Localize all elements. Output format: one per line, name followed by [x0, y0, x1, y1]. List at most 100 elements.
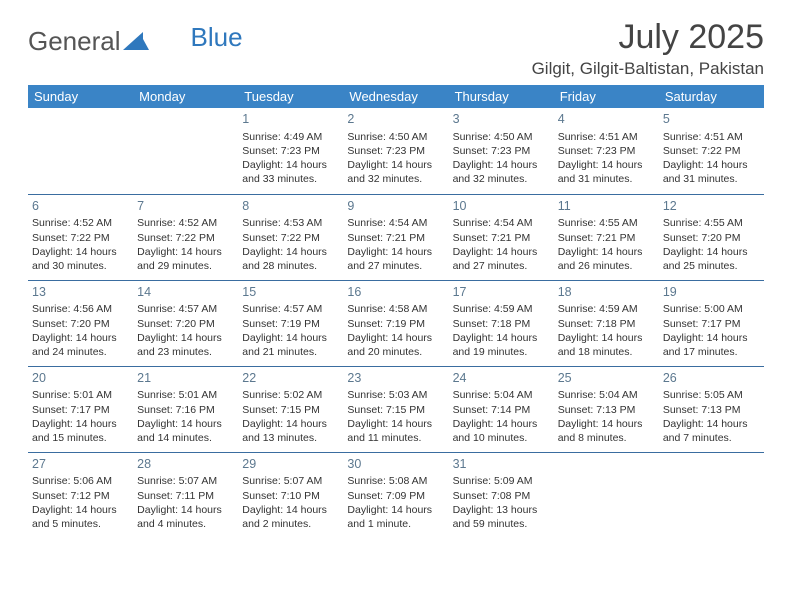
calendar-cell: 11Sunrise: 4:55 AMSunset: 7:21 PMDayligh…	[554, 194, 659, 280]
daylight-text: Daylight: 14 hours	[32, 503, 129, 517]
day-number: 1	[242, 111, 339, 128]
daylight-text: Daylight: 14 hours	[347, 158, 444, 172]
sunset-text: Sunset: 7:23 PM	[242, 144, 339, 158]
calendar-body: 1Sunrise: 4:49 AMSunset: 7:23 PMDaylight…	[28, 108, 764, 538]
daylight-text: and 27 minutes.	[453, 259, 550, 273]
sunset-text: Sunset: 7:20 PM	[32, 317, 129, 331]
sunrise-text: Sunrise: 4:52 AM	[137, 216, 234, 230]
sunrise-text: Sunrise: 4:58 AM	[347, 302, 444, 316]
daylight-text: and 10 minutes.	[453, 431, 550, 445]
month-title: July 2025	[532, 18, 764, 57]
daylight-text: Daylight: 14 hours	[137, 417, 234, 431]
calendar-cell: 29Sunrise: 5:07 AMSunset: 7:10 PMDayligh…	[238, 452, 343, 538]
sunrise-text: Sunrise: 5:06 AM	[32, 474, 129, 488]
calendar-header-row: SundayMondayTuesdayWednesdayThursdayFrid…	[28, 85, 764, 108]
daylight-text: and 5 minutes.	[32, 517, 129, 531]
sunrise-text: Sunrise: 4:55 AM	[663, 216, 760, 230]
sunset-text: Sunset: 7:19 PM	[242, 317, 339, 331]
daylight-text: Daylight: 14 hours	[558, 417, 655, 431]
daylight-text: and 59 minutes.	[453, 517, 550, 531]
weekday-header: Thursday	[449, 85, 554, 108]
day-number: 10	[453, 198, 550, 215]
calendar-cell: 2Sunrise: 4:50 AMSunset: 7:23 PMDaylight…	[343, 108, 448, 194]
daylight-text: Daylight: 14 hours	[663, 417, 760, 431]
calendar-cell: 31Sunrise: 5:09 AMSunset: 7:08 PMDayligh…	[449, 452, 554, 538]
calendar-cell: 13Sunrise: 4:56 AMSunset: 7:20 PMDayligh…	[28, 280, 133, 366]
calendar-cell: 14Sunrise: 4:57 AMSunset: 7:20 PMDayligh…	[133, 280, 238, 366]
day-number: 27	[32, 456, 129, 473]
day-number: 17	[453, 284, 550, 301]
sunset-text: Sunset: 7:09 PM	[347, 489, 444, 503]
weekday-header: Wednesday	[343, 85, 448, 108]
calendar-cell: 12Sunrise: 4:55 AMSunset: 7:20 PMDayligh…	[659, 194, 764, 280]
sunset-text: Sunset: 7:18 PM	[558, 317, 655, 331]
daylight-text: and 19 minutes.	[453, 345, 550, 359]
weekday-header: Sunday	[28, 85, 133, 108]
daylight-text: Daylight: 14 hours	[242, 158, 339, 172]
daylight-text: Daylight: 14 hours	[242, 331, 339, 345]
sunrise-text: Sunrise: 5:09 AM	[453, 474, 550, 488]
day-number: 12	[663, 198, 760, 215]
calendar-cell: 6Sunrise: 4:52 AMSunset: 7:22 PMDaylight…	[28, 194, 133, 280]
daylight-text: and 20 minutes.	[347, 345, 444, 359]
daylight-text: Daylight: 14 hours	[242, 503, 339, 517]
daylight-text: Daylight: 14 hours	[137, 503, 234, 517]
daylight-text: and 21 minutes.	[242, 345, 339, 359]
calendar-cell	[28, 108, 133, 194]
calendar-cell: 26Sunrise: 5:05 AMSunset: 7:13 PMDayligh…	[659, 366, 764, 452]
daylight-text: Daylight: 14 hours	[453, 158, 550, 172]
brand-logo: General Blue	[28, 18, 243, 57]
day-number: 18	[558, 284, 655, 301]
sunset-text: Sunset: 7:22 PM	[663, 144, 760, 158]
daylight-text: Daylight: 14 hours	[453, 245, 550, 259]
sunrise-text: Sunrise: 4:55 AM	[558, 216, 655, 230]
daylight-text: Daylight: 14 hours	[453, 331, 550, 345]
title-block: July 2025 Gilgit, Gilgit-Baltistan, Paki…	[532, 18, 764, 79]
calendar-cell: 30Sunrise: 5:08 AMSunset: 7:09 PMDayligh…	[343, 452, 448, 538]
weekday-header: Friday	[554, 85, 659, 108]
sunset-text: Sunset: 7:15 PM	[242, 403, 339, 417]
brand-triangle-icon	[123, 26, 149, 57]
sunrise-text: Sunrise: 5:03 AM	[347, 388, 444, 402]
daylight-text: and 31 minutes.	[558, 172, 655, 186]
daylight-text: and 31 minutes.	[663, 172, 760, 186]
day-number: 15	[242, 284, 339, 301]
daylight-text: Daylight: 14 hours	[347, 417, 444, 431]
day-number: 28	[137, 456, 234, 473]
sunset-text: Sunset: 7:20 PM	[137, 317, 234, 331]
daylight-text: and 7 minutes.	[663, 431, 760, 445]
daylight-text: Daylight: 13 hours	[453, 503, 550, 517]
day-number: 22	[242, 370, 339, 387]
day-number: 24	[453, 370, 550, 387]
calendar-table: SundayMondayTuesdayWednesdayThursdayFrid…	[28, 85, 764, 538]
calendar-cell: 1Sunrise: 4:49 AMSunset: 7:23 PMDaylight…	[238, 108, 343, 194]
brand-name-2: Blue	[191, 22, 243, 53]
sunrise-text: Sunrise: 4:54 AM	[453, 216, 550, 230]
day-number: 11	[558, 198, 655, 215]
daylight-text: and 27 minutes.	[347, 259, 444, 273]
day-number: 6	[32, 198, 129, 215]
sunrise-text: Sunrise: 4:52 AM	[32, 216, 129, 230]
sunset-text: Sunset: 7:14 PM	[453, 403, 550, 417]
sunset-text: Sunset: 7:10 PM	[242, 489, 339, 503]
daylight-text: Daylight: 14 hours	[242, 245, 339, 259]
daylight-text: and 29 minutes.	[137, 259, 234, 273]
calendar-cell: 21Sunrise: 5:01 AMSunset: 7:16 PMDayligh…	[133, 366, 238, 452]
daylight-text: Daylight: 14 hours	[558, 245, 655, 259]
sunset-text: Sunset: 7:17 PM	[32, 403, 129, 417]
sunrise-text: Sunrise: 5:07 AM	[137, 474, 234, 488]
sunrise-text: Sunrise: 4:50 AM	[347, 130, 444, 144]
day-number: 19	[663, 284, 760, 301]
daylight-text: Daylight: 14 hours	[453, 417, 550, 431]
day-number: 5	[663, 111, 760, 128]
calendar-cell: 24Sunrise: 5:04 AMSunset: 7:14 PMDayligh…	[449, 366, 554, 452]
calendar-cell: 4Sunrise: 4:51 AMSunset: 7:23 PMDaylight…	[554, 108, 659, 194]
daylight-text: and 25 minutes.	[663, 259, 760, 273]
calendar-cell: 20Sunrise: 5:01 AMSunset: 7:17 PMDayligh…	[28, 366, 133, 452]
day-number: 8	[242, 198, 339, 215]
calendar-cell: 15Sunrise: 4:57 AMSunset: 7:19 PMDayligh…	[238, 280, 343, 366]
weekday-header: Monday	[133, 85, 238, 108]
sunset-text: Sunset: 7:12 PM	[32, 489, 129, 503]
sunrise-text: Sunrise: 5:02 AM	[242, 388, 339, 402]
sunrise-text: Sunrise: 4:57 AM	[242, 302, 339, 316]
